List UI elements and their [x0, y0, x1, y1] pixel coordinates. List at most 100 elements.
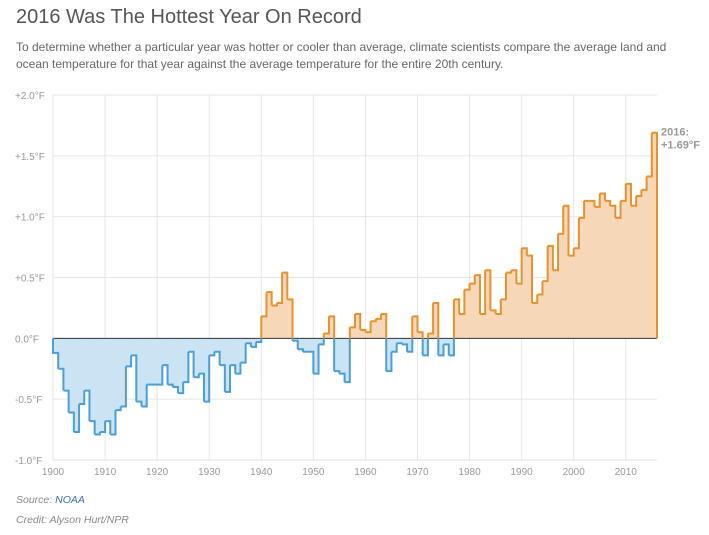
year-step [120, 366, 127, 408]
year-step [131, 354, 138, 402]
year-step [115, 406, 122, 412]
year-step [370, 318, 377, 323]
year-step [365, 321, 372, 334]
year-step [610, 204, 617, 218]
year-bar [542, 281, 548, 339]
year-bar [500, 299, 507, 339]
year-step [287, 298, 294, 339]
year-step [79, 390, 86, 406]
year-bar [79, 338, 85, 405]
year-bar [94, 338, 101, 435]
year-bar [479, 314, 486, 339]
year-step [433, 302, 440, 339]
year-bar [558, 233, 564, 339]
annotation-value: +1.69°F [661, 140, 700, 152]
year-step [99, 421, 107, 434]
year-step [537, 281, 544, 296]
source-link-noaa[interactable]: NOAA [55, 494, 85, 506]
year-step [636, 189, 643, 197]
year-bar [552, 270, 559, 339]
year-step [339, 372, 346, 383]
year-step [625, 182, 632, 206]
year-bar [297, 338, 304, 350]
year-bar [391, 338, 397, 352]
year-step [219, 364, 226, 392]
year-bar [141, 338, 148, 407]
year-step [547, 244, 554, 271]
year-step [391, 343, 398, 353]
year-bar [276, 303, 283, 339]
step-lines [52, 131, 658, 436]
year-step [292, 339, 299, 350]
year-step [230, 364, 237, 374]
year-bar [365, 332, 371, 339]
year-step [474, 274, 481, 314]
year-bar [417, 332, 423, 339]
year-step [589, 199, 596, 207]
year-bar [610, 205, 616, 339]
y-tick-label: 0.0°F [15, 334, 39, 345]
year-step [256, 338, 263, 343]
year-bar [459, 314, 465, 339]
year-step [73, 404, 81, 434]
year-bar [641, 189, 647, 339]
year-step [511, 269, 518, 284]
year-bar [68, 338, 75, 413]
year-step [224, 365, 232, 393]
year-step [563, 204, 570, 256]
year-bar [146, 338, 153, 385]
area-fills [53, 132, 658, 435]
year-step [276, 272, 284, 305]
year-step [58, 367, 65, 391]
year-bar [89, 338, 95, 422]
year-step [516, 248, 523, 285]
year-step [448, 338, 455, 357]
year-bar [636, 195, 642, 339]
x-axis-ticks: 1900 1910 1920 1930 1940 1950 1960 1970 1980 1990… [42, 467, 637, 475]
year-step [407, 338, 414, 353]
year-bar [526, 255, 533, 339]
year-bar [162, 338, 168, 366]
year-step [459, 289, 466, 315]
year-bar [250, 338, 257, 347]
year-bar [386, 338, 392, 372]
year-step [396, 342, 403, 345]
year-bar [318, 338, 325, 345]
year-bar [537, 294, 543, 339]
year-step [84, 389, 91, 422]
year-step [308, 350, 315, 374]
year-bar [240, 338, 246, 363]
year-step [443, 343, 450, 356]
year-step [344, 338, 351, 384]
year-bar [53, 338, 59, 353]
year-step [323, 316, 330, 335]
year-step [651, 131, 658, 339]
source-line: Source: NOAA [16, 494, 85, 506]
year-bar [167, 338, 174, 385]
year-bar [474, 275, 481, 339]
year-step [198, 372, 205, 402]
year-bar [172, 338, 179, 387]
year-bar [490, 310, 496, 339]
year-bar [589, 200, 595, 339]
year-step [375, 314, 383, 320]
year-step [214, 350, 221, 366]
year-bar [412, 316, 418, 339]
year-bar [563, 205, 569, 339]
year-bar [427, 333, 434, 339]
year-bar [292, 338, 299, 341]
y-axis-ticks: +2.0°F +1.5°F +1.0°F +0.5°F 0.0°F -0.5°F -1.0°… [15, 91, 45, 467]
year-step [578, 200, 586, 219]
year-step [495, 299, 502, 315]
year-step [141, 384, 148, 408]
year-bar [599, 193, 606, 339]
year-bar [151, 338, 158, 385]
year-step [235, 362, 242, 375]
year-bar [469, 283, 476, 339]
year-step [599, 192, 606, 201]
year-step [266, 291, 273, 306]
year-bar [578, 217, 585, 339]
year-step [245, 342, 252, 347]
y-tick-label: +1.0°F [15, 213, 45, 224]
x-tick-label: 1980 [458, 467, 481, 475]
